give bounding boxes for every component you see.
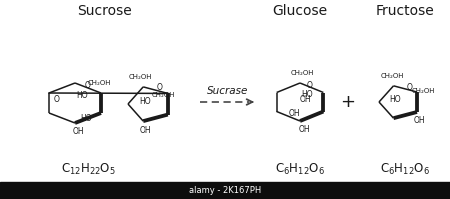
Text: Sucrase: Sucrase	[207, 86, 249, 96]
Text: CH₂OH: CH₂OH	[87, 80, 111, 86]
Text: OH: OH	[72, 128, 84, 137]
Text: CH₂OH: CH₂OH	[411, 88, 435, 94]
Text: $\mathregular{C_{12}H_{22}O_5}$: $\mathregular{C_{12}H_{22}O_5}$	[61, 161, 115, 177]
Text: OH: OH	[140, 126, 151, 135]
Text: +: +	[341, 93, 356, 111]
Text: O: O	[307, 82, 313, 91]
Text: Sucrose: Sucrose	[77, 4, 132, 18]
Text: CH₂OH: CH₂OH	[290, 70, 314, 76]
Text: CH₂OH: CH₂OH	[380, 73, 404, 79]
Text: O: O	[85, 82, 91, 91]
Text: HO: HO	[139, 97, 151, 105]
Text: Glucose: Glucose	[272, 4, 328, 18]
Text: HO: HO	[76, 92, 88, 100]
Text: O: O	[54, 95, 60, 103]
Text: Fructose: Fructose	[376, 4, 434, 18]
Text: $\mathregular{C_6H_{12}O_6}$: $\mathregular{C_6H_{12}O_6}$	[380, 161, 430, 177]
Text: $\mathregular{C_6H_{12}O_6}$: $\mathregular{C_6H_{12}O_6}$	[275, 161, 325, 177]
Text: HO: HO	[301, 90, 312, 99]
Text: OH: OH	[299, 96, 311, 104]
Text: O: O	[157, 83, 163, 92]
Text: O: O	[407, 83, 413, 92]
Text: HO: HO	[389, 96, 400, 104]
Text: OH: OH	[288, 109, 300, 118]
Text: HO: HO	[81, 113, 92, 123]
Text: alamy - 2K167PH: alamy - 2K167PH	[189, 186, 261, 195]
Text: OH: OH	[413, 116, 425, 126]
Bar	[0, 182, 450, 199]
Text: CH₂OH: CH₂OH	[152, 92, 175, 98]
Text: CH₂OH: CH₂OH	[128, 74, 152, 80]
Text: OH: OH	[298, 126, 310, 135]
